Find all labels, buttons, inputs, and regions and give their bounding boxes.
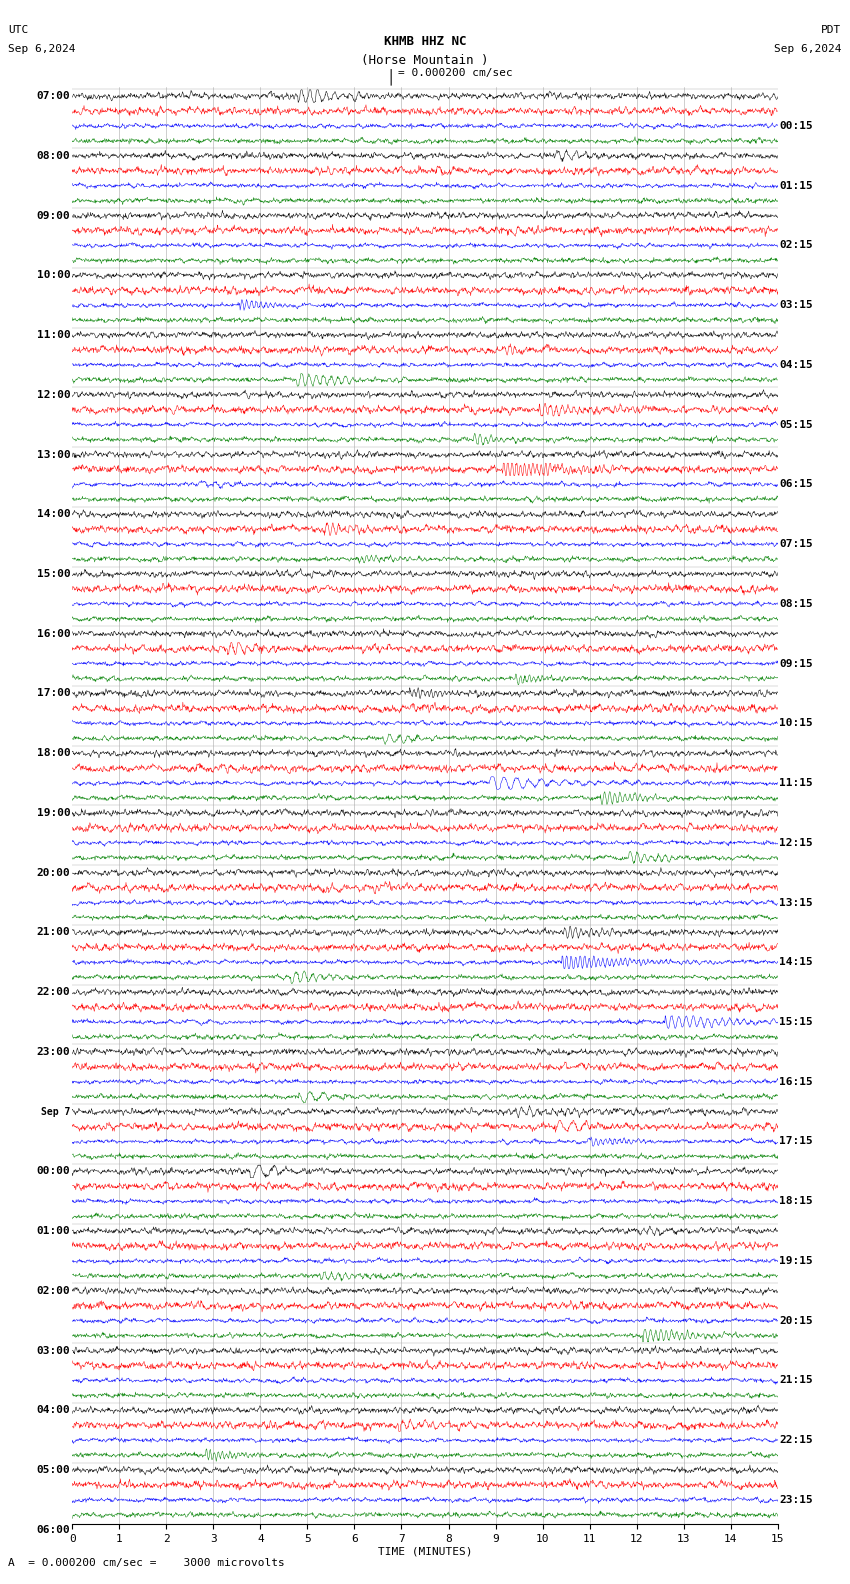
Text: 21:00: 21:00 <box>37 927 71 938</box>
Text: 20:00: 20:00 <box>37 868 71 878</box>
Text: 09:00: 09:00 <box>37 211 71 220</box>
Text: │: │ <box>387 68 395 84</box>
Text: 06:15: 06:15 <box>779 480 813 489</box>
X-axis label: TIME (MINUTES): TIME (MINUTES) <box>377 1546 473 1557</box>
Text: 10:00: 10:00 <box>37 271 71 280</box>
Text: 03:00: 03:00 <box>37 1345 71 1356</box>
Text: 09:15: 09:15 <box>779 659 813 668</box>
Text: 11:15: 11:15 <box>779 778 813 789</box>
Text: 19:15: 19:15 <box>779 1256 813 1266</box>
Text: 22:00: 22:00 <box>37 987 71 998</box>
Text: 15:00: 15:00 <box>37 569 71 580</box>
Text: 20:15: 20:15 <box>779 1316 813 1326</box>
Text: 08:00: 08:00 <box>37 150 71 162</box>
Text: 00:00: 00:00 <box>37 1166 71 1177</box>
Text: 22:15: 22:15 <box>779 1435 813 1445</box>
Text: UTC: UTC <box>8 25 29 35</box>
Text: 13:15: 13:15 <box>779 898 813 908</box>
Text: 15:15: 15:15 <box>779 1017 813 1026</box>
Text: 02:00: 02:00 <box>37 1286 71 1296</box>
Text: 12:00: 12:00 <box>37 390 71 399</box>
Text: Sep 7: Sep 7 <box>41 1107 71 1117</box>
Text: 04:15: 04:15 <box>779 360 813 371</box>
Text: 05:00: 05:00 <box>37 1465 71 1475</box>
Text: 10:15: 10:15 <box>779 718 813 729</box>
Text: 00:15: 00:15 <box>779 120 813 131</box>
Text: 01:15: 01:15 <box>779 181 813 190</box>
Text: 12:15: 12:15 <box>779 838 813 847</box>
Text: 18:00: 18:00 <box>37 748 71 759</box>
Text: (Horse Mountain ): (Horse Mountain ) <box>361 54 489 67</box>
Text: 07:15: 07:15 <box>779 539 813 550</box>
Text: 06:00: 06:00 <box>37 1525 71 1535</box>
Text: 01:00: 01:00 <box>37 1226 71 1236</box>
Text: 18:15: 18:15 <box>779 1196 813 1207</box>
Text: 07:00: 07:00 <box>37 92 71 101</box>
Text: 14:15: 14:15 <box>779 957 813 968</box>
Text: 08:15: 08:15 <box>779 599 813 608</box>
Text: 23:15: 23:15 <box>779 1495 813 1505</box>
Text: 19:00: 19:00 <box>37 808 71 817</box>
Text: Sep 6,2024: Sep 6,2024 <box>774 44 842 54</box>
Text: PDT: PDT <box>821 25 842 35</box>
Text: 16:00: 16:00 <box>37 629 71 638</box>
Text: 17:15: 17:15 <box>779 1136 813 1147</box>
Text: 16:15: 16:15 <box>779 1077 813 1087</box>
Text: 03:15: 03:15 <box>779 299 813 310</box>
Text: 21:15: 21:15 <box>779 1375 813 1386</box>
Text: 14:00: 14:00 <box>37 508 71 520</box>
Text: A  = 0.000200 cm/sec =    3000 microvolts: A = 0.000200 cm/sec = 3000 microvolts <box>8 1559 286 1568</box>
Text: 02:15: 02:15 <box>779 241 813 250</box>
Text: = 0.000200 cm/sec: = 0.000200 cm/sec <box>398 68 513 78</box>
Text: 11:00: 11:00 <box>37 329 71 341</box>
Text: 17:00: 17:00 <box>37 689 71 699</box>
Text: 04:00: 04:00 <box>37 1405 71 1416</box>
Text: 13:00: 13:00 <box>37 450 71 459</box>
Text: 05:15: 05:15 <box>779 420 813 429</box>
Text: 23:00: 23:00 <box>37 1047 71 1057</box>
Text: KHMB HHZ NC: KHMB HHZ NC <box>383 35 467 48</box>
Text: Sep 6,2024: Sep 6,2024 <box>8 44 76 54</box>
